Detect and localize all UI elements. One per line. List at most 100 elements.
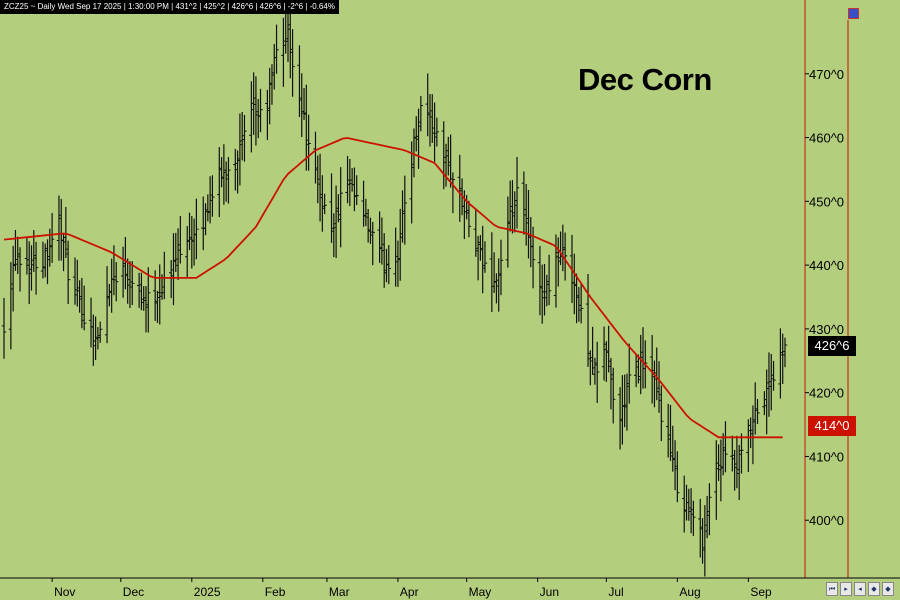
ohlc-bar bbox=[258, 88, 263, 133]
ohlc-bar bbox=[494, 273, 499, 304]
ohlc-bar bbox=[175, 228, 181, 280]
ohlc-bar bbox=[10, 245, 16, 312]
ohlc-bar bbox=[75, 259, 80, 307]
ohlc-bar bbox=[185, 226, 190, 279]
ohlc-bar bbox=[354, 175, 359, 206]
ohlc-bar bbox=[675, 451, 680, 503]
ohlc-bar bbox=[544, 274, 550, 307]
ohlc-bar bbox=[478, 235, 483, 261]
moving-average bbox=[3, 137, 783, 439]
ohlc-bar bbox=[698, 498, 703, 558]
jump-start-button[interactable]: ⏮ bbox=[826, 582, 838, 596]
ohlc-bar bbox=[377, 211, 382, 263]
ohlc-bar bbox=[704, 496, 710, 539]
ohlc-bar bbox=[505, 196, 511, 268]
ohlc-bar bbox=[63, 206, 69, 258]
ohlc-bar bbox=[656, 361, 662, 413]
ohlc-bar bbox=[682, 475, 687, 533]
ohlc-bar bbox=[49, 212, 55, 263]
ohlc-bar bbox=[782, 337, 788, 368]
y-tick-label: 430^0 bbox=[809, 322, 844, 337]
ohlc-bar bbox=[136, 272, 142, 308]
ohlc-bar bbox=[320, 175, 325, 232]
ohlc-bar bbox=[109, 258, 114, 313]
ohlc-bar bbox=[331, 213, 337, 258]
quote-header: ZCZ25 ~ Daily Wed Sep 17 2025 | 1:30:00 … bbox=[0, 0, 339, 14]
ohlc-bar bbox=[585, 273, 591, 367]
ohlc-bar bbox=[299, 73, 304, 137]
scroll-right-button[interactable]: ▸ bbox=[840, 582, 852, 596]
x-tick-label: Jul bbox=[608, 585, 623, 599]
ohlc-bar bbox=[427, 94, 433, 147]
ohlc-bar bbox=[714, 440, 719, 520]
x-axis: Nov Dec 2025 Feb Mar Apr May Jun Jul Aug Sep bbox=[51, 578, 772, 599]
zoom-in-button[interactable]: ◆ bbox=[868, 582, 880, 596]
ohlc-bar bbox=[590, 326, 595, 375]
ohlc-bar bbox=[162, 251, 167, 300]
ohlc-bars bbox=[1, 3, 788, 577]
ohlc-bar bbox=[652, 360, 657, 408]
ohlc-bar bbox=[425, 73, 430, 137]
ohlc-bar bbox=[537, 245, 543, 316]
ohlc-bar bbox=[317, 153, 323, 222]
ohlc-bar bbox=[466, 200, 472, 238]
ohlc-bar bbox=[716, 444, 721, 481]
ohlc-bar bbox=[560, 224, 566, 272]
y-tick-label: 460^0 bbox=[809, 131, 844, 146]
quote-info: Wed Sep 17 2025 | 1:30:00 PM | 431^2 | 4… bbox=[57, 2, 335, 11]
ohlc-bar bbox=[778, 328, 783, 399]
ohlc-bar bbox=[274, 24, 279, 74]
zoom-out-button[interactable]: ◆ bbox=[882, 582, 894, 596]
ohlc-bar bbox=[141, 286, 146, 311]
ohlc-bar bbox=[668, 404, 673, 462]
ohlc-bar bbox=[173, 232, 178, 272]
ohlc-bar bbox=[253, 76, 259, 146]
ohlc-bar bbox=[398, 208, 403, 281]
ohlc-bar bbox=[370, 221, 375, 266]
ohlc-bar bbox=[72, 257, 78, 305]
ohlc-bar bbox=[556, 237, 561, 287]
y-tick-label: 440^0 bbox=[809, 258, 844, 273]
last-price-badge: 426^6 bbox=[808, 336, 856, 356]
ohlc-bar bbox=[604, 341, 609, 382]
ohlc-bar bbox=[191, 218, 197, 266]
ohlc-bar bbox=[384, 248, 389, 283]
flag-icon[interactable] bbox=[848, 8, 859, 19]
ohlc-bar bbox=[8, 262, 14, 350]
ohlc-bar bbox=[432, 102, 437, 162]
y-tick-label: 450^0 bbox=[809, 194, 844, 209]
x-tick-label: Feb bbox=[265, 585, 286, 599]
ohlc-bar bbox=[624, 373, 630, 431]
ohlc-bar bbox=[143, 286, 149, 333]
ohlc-bar bbox=[393, 227, 398, 287]
ohlc-bar bbox=[672, 440, 678, 491]
ohlc-bar bbox=[400, 190, 405, 243]
x-tick-label: Sep bbox=[750, 585, 772, 599]
ohlc-bar bbox=[654, 347, 659, 401]
ohlc-bar bbox=[640, 327, 646, 389]
ohlc-bar bbox=[61, 233, 66, 272]
ohlc-bar bbox=[93, 316, 98, 361]
ohlc-bar bbox=[540, 264, 545, 324]
ohlc-bar bbox=[748, 417, 753, 449]
ohlc-bar bbox=[665, 403, 671, 458]
ohlc-bar bbox=[349, 168, 355, 192]
scroll-left-button[interactable]: ◂ bbox=[854, 582, 866, 596]
ohlc-bar bbox=[762, 391, 767, 416]
ohlc-bar bbox=[187, 212, 192, 251]
x-tick-label: Dec bbox=[123, 585, 144, 599]
symbol-info: ZCZ25 ~ Daily bbox=[4, 2, 56, 11]
x-tick-label: Aug bbox=[679, 585, 700, 599]
ohlc-bar bbox=[441, 121, 446, 190]
ohlc-bar bbox=[194, 198, 199, 260]
ohlc-bar bbox=[443, 143, 449, 187]
ohlc-bar bbox=[171, 233, 176, 306]
ohlc-bar bbox=[514, 156, 520, 229]
ohlc-bar bbox=[203, 203, 208, 236]
ohlc-bar bbox=[40, 241, 46, 279]
moving-average-line bbox=[3, 137, 783, 439]
ohlc-bar bbox=[617, 387, 623, 450]
ohlc-bar bbox=[207, 176, 213, 224]
ohlc-bar bbox=[526, 189, 531, 259]
y-tick-label: 400^0 bbox=[809, 513, 844, 528]
